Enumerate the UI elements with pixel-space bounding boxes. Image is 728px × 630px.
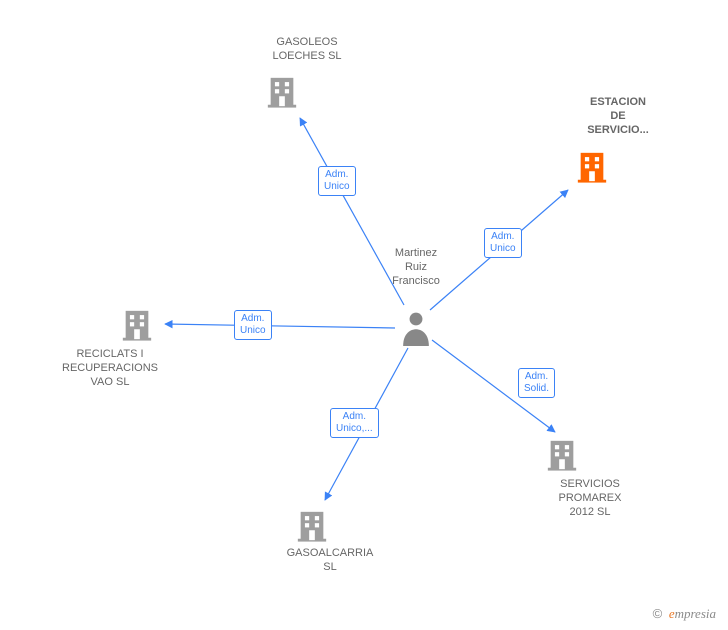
company-node-label: ESTACION DE SERVICIO... <box>558 96 678 137</box>
edge-label: Adm. Solid. <box>518 368 555 398</box>
company-node-label: GASOALCARRIA SL <box>270 547 390 575</box>
edge-line <box>165 324 395 328</box>
edge-label: Adm. Unico,... <box>330 408 379 438</box>
company-node-label: RECICLATS I RECUPERACIONS VAO SL <box>50 348 170 389</box>
building-icon <box>575 150 609 189</box>
building-icon <box>265 75 299 114</box>
building-icon <box>545 438 579 477</box>
center-node-label: Martinez Ruiz Francisco <box>371 247 461 288</box>
edges-layer <box>0 0 728 630</box>
copyright-symbol: © <box>653 606 663 621</box>
edge-label: Adm. Unico <box>318 166 356 196</box>
watermark-text: mpresia <box>675 606 716 621</box>
diagram-canvas: Martinez Ruiz Francisco GASOLEOS LOECHES… <box>0 0 728 630</box>
company-node-label: GASOLEOS LOECHES SL <box>247 36 367 64</box>
building-icon <box>295 509 329 548</box>
building-icon <box>120 308 154 347</box>
edge-label: Adm. Unico <box>484 228 522 258</box>
company-node-label: SERVICIOS PROMAREX 2012 SL <box>530 478 650 519</box>
watermark: © empresia <box>653 606 716 622</box>
edge-label: Adm. Unico <box>234 310 272 340</box>
person-icon <box>400 310 432 351</box>
